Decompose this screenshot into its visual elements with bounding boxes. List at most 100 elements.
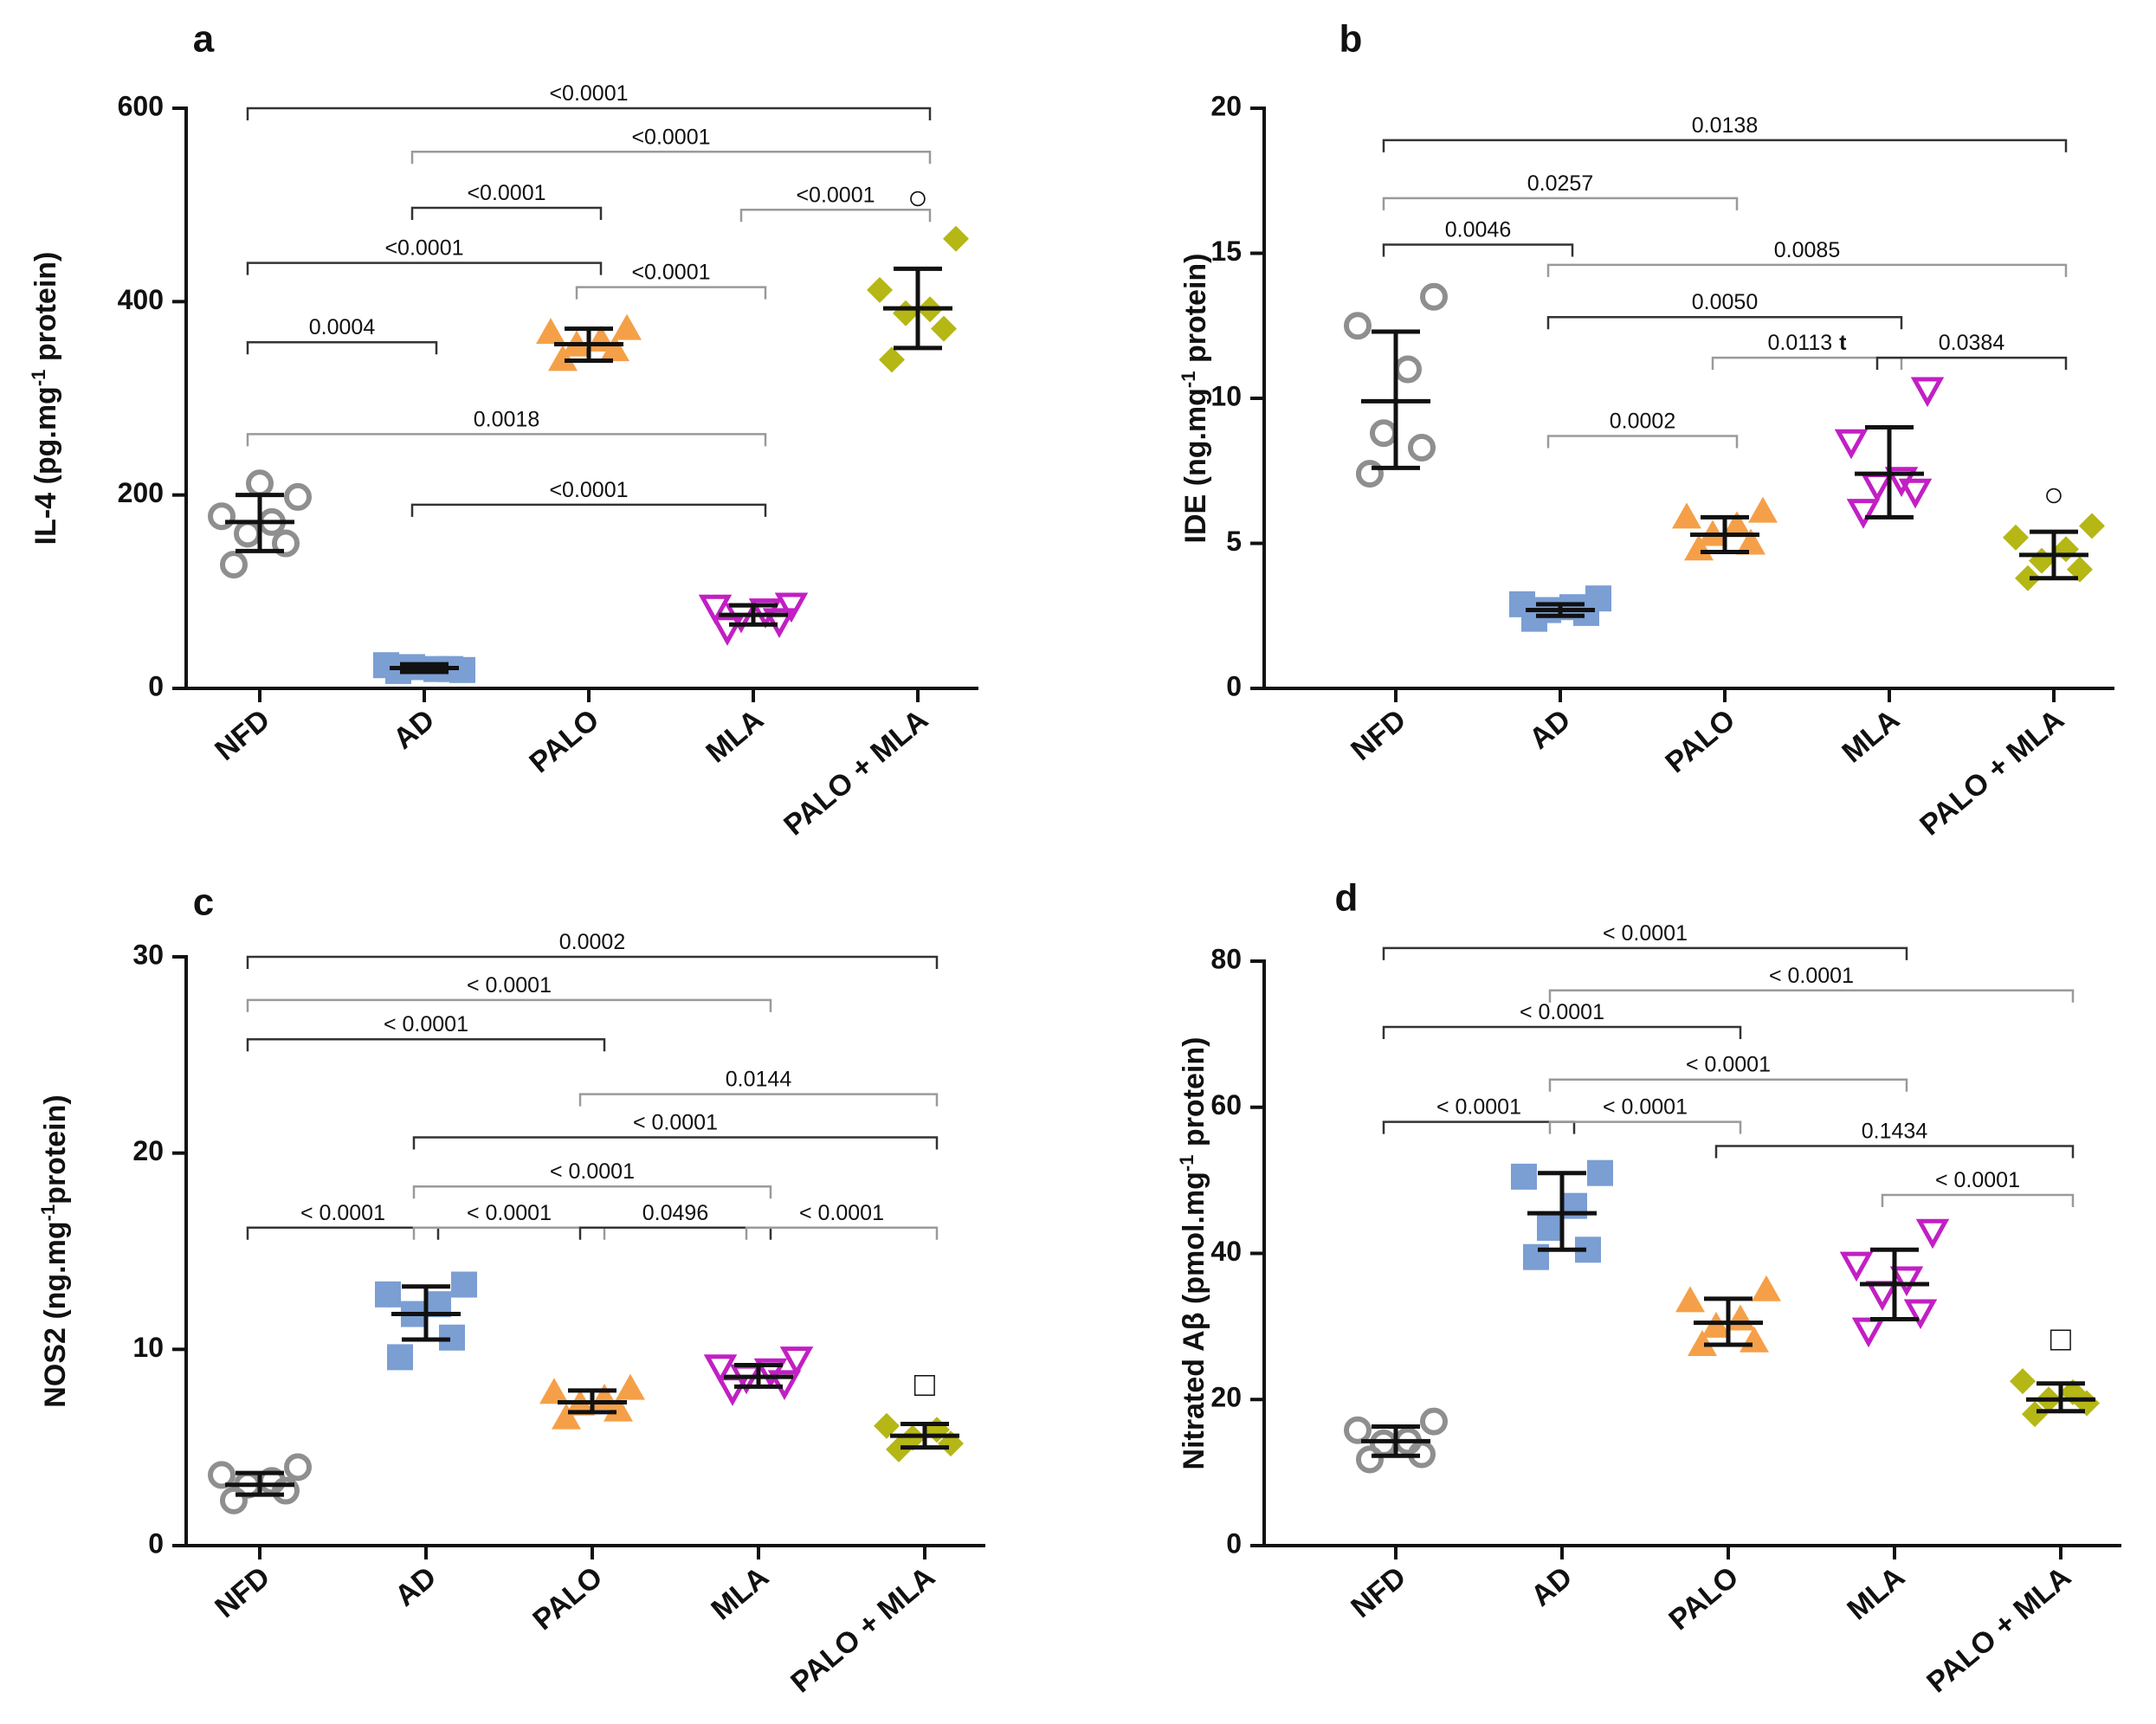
data-point-triangle-up: [600, 335, 629, 362]
x-tick-label: NFD: [209, 1560, 276, 1624]
significance-bracket: [246, 955, 939, 969]
significance-bracket: [246, 433, 767, 447]
data-point-triangle-up: [552, 1403, 581, 1430]
y-tick-label: 60: [1210, 1089, 1242, 1120]
data-point-triangle-up: [1722, 511, 1752, 538]
data-point-triangle-down: [1898, 478, 1933, 509]
significance-bracket: [246, 262, 603, 275]
data-point-triangle-up: [539, 1378, 569, 1404]
data-point-triangle-down: [1865, 1281, 1900, 1312]
significance-bracket: [739, 209, 932, 223]
significance-label: <0.0001: [631, 125, 710, 149]
annotation-symbol: ○: [2043, 475, 2064, 513]
x-tick-label: MLA: [1841, 1560, 1911, 1626]
significance-label: 0.0002: [1610, 410, 1675, 434]
y-axis-label-part: IL-4 (pg.mg: [29, 386, 62, 545]
data-point-triangle-up: [1736, 528, 1765, 555]
data-point-triangle-down: [762, 608, 797, 638]
significance-label: < 0.0001: [1769, 964, 1854, 988]
y-tick-label: 20: [1210, 1382, 1242, 1413]
significance-label: 0.0050: [1692, 290, 1758, 314]
data-point-triangle-down: [1889, 1266, 1924, 1297]
significance-label: < 0.0001: [467, 973, 552, 998]
data-point-circle: [1356, 460, 1384, 488]
significance-label: 0.0113 t: [1768, 331, 1848, 355]
data-point-square: [1537, 1214, 1563, 1241]
data-point-triangle-down: [1846, 499, 1881, 529]
y-tick-label: 20: [132, 1135, 164, 1166]
data-point-triangle-up: [1688, 1329, 1717, 1356]
y-axis-label: IL-4 (pg.mg-1 protein): [28, 252, 63, 546]
significance-bracket: [1711, 356, 1903, 371]
significance-label: < 0.0001: [1686, 1053, 1771, 1077]
data-point-circle: [1420, 282, 1448, 311]
y-axis-label-part: protein): [29, 252, 62, 370]
data-point-circle: [208, 1461, 236, 1489]
significance-bracket: [578, 1226, 772, 1240]
data-point-diamond: [943, 225, 969, 252]
data-point-square: [387, 1344, 413, 1371]
x-tick-label: NFD: [1345, 703, 1412, 767]
y-axis-label-superscript: -1: [1176, 1155, 1197, 1172]
data-point-triangle-up: [548, 345, 578, 371]
y-tick-label: 400: [118, 284, 164, 315]
data-point-circle: [284, 482, 312, 511]
significance-label: < 0.0001: [1436, 1095, 1521, 1120]
y-tick-label: 10: [1210, 380, 1242, 411]
panel-letter: b: [1339, 18, 1363, 61]
significance-label: 0.0257: [1527, 171, 1593, 196]
significance-bracket: [1382, 197, 1739, 210]
y-axis-label-part: protein): [1179, 254, 1212, 371]
data-point-diamond: [2029, 547, 2055, 574]
data-point-circle: [1408, 433, 1436, 462]
significance-bracket: [1546, 315, 1903, 330]
x-tick-label: AD: [389, 1560, 442, 1613]
y-axis-label-superscript: -1: [37, 1204, 59, 1222]
data-point-triangle-down: [1915, 1218, 1950, 1249]
significance-bracket: [575, 286, 767, 300]
significance-bracket: [1881, 1193, 2075, 1207]
x-tick-label: PALO + MLA: [1920, 1560, 2077, 1699]
data-point-circle: [1394, 355, 1422, 384]
significance-bracket: [1875, 356, 2068, 371]
x-tick-label: PALO: [1659, 703, 1741, 779]
data-point-diamond: [867, 276, 893, 303]
significance-bracket: [246, 1226, 440, 1240]
significance-label: < 0.0001: [1603, 1095, 1688, 1120]
y-tick-label: 600: [118, 90, 164, 121]
data-point-triangle-down: [753, 1358, 788, 1389]
y-axis-label-superscript: -1: [28, 370, 49, 387]
y-tick-label: 0: [1226, 670, 1242, 701]
data-point-circle: [1370, 1429, 1398, 1457]
x-tick-label: AD: [1523, 703, 1577, 756]
data-point-triangle-down: [703, 1354, 738, 1385]
significance-bracket: [412, 1136, 939, 1150]
data-point-diamond: [931, 315, 957, 342]
x-tick-label: PALO: [523, 703, 605, 779]
data-point-triangle-up: [616, 1373, 645, 1400]
data-point-circle: [284, 1453, 312, 1482]
significance-bracket: [578, 1093, 939, 1107]
significance-bracket: [1546, 263, 2068, 277]
significance-bracket: [412, 1185, 772, 1199]
data-point-diamond: [2053, 536, 2079, 563]
y-axis-label: IDE (ng.mg-1 protein): [1178, 254, 1213, 544]
significance-bracket: [246, 340, 438, 355]
x-tick-label: NFD: [1345, 1560, 1412, 1624]
data-point-square: [1585, 585, 1611, 612]
significance-bracket: [1548, 989, 2075, 1003]
significance-label: 0.0144: [726, 1068, 792, 1092]
panel-letter: d: [1335, 877, 1359, 920]
significance-bracket: [1382, 243, 1574, 257]
x-tick-label: AD: [387, 703, 441, 756]
y-axis-label-superscript: -1: [1178, 371, 1199, 388]
x-tick-label: PALO + MLA: [778, 703, 934, 842]
data-point-diamond: [2010, 1368, 2036, 1395]
significance-bracket: [1714, 1145, 2075, 1159]
significance-label: < 0.0001: [799, 1201, 884, 1225]
y-tick-label: 0: [148, 1527, 164, 1559]
data-point-triangle-down: [1860, 473, 1895, 503]
panel-letter: a: [193, 18, 215, 61]
significance-label: 0.1434: [1862, 1119, 1928, 1143]
panel-letter: c: [193, 881, 214, 924]
